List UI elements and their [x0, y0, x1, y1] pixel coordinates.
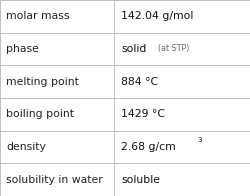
Text: solid: solid: [121, 44, 146, 54]
Text: 884 °C: 884 °C: [121, 77, 158, 87]
Text: molar mass: molar mass: [6, 11, 70, 21]
Text: 1429 °C: 1429 °C: [121, 109, 165, 119]
Text: density: density: [6, 142, 46, 152]
Text: (at STP): (at STP): [158, 44, 189, 54]
Text: solubility in water: solubility in water: [6, 175, 103, 185]
Text: melting point: melting point: [6, 77, 79, 87]
Text: phase: phase: [6, 44, 39, 54]
Text: boiling point: boiling point: [6, 109, 74, 119]
Text: 142.04 g/mol: 142.04 g/mol: [121, 11, 194, 21]
Text: 2.68 g/cm: 2.68 g/cm: [121, 142, 176, 152]
Text: 3: 3: [198, 137, 202, 143]
Text: soluble: soluble: [121, 175, 160, 185]
